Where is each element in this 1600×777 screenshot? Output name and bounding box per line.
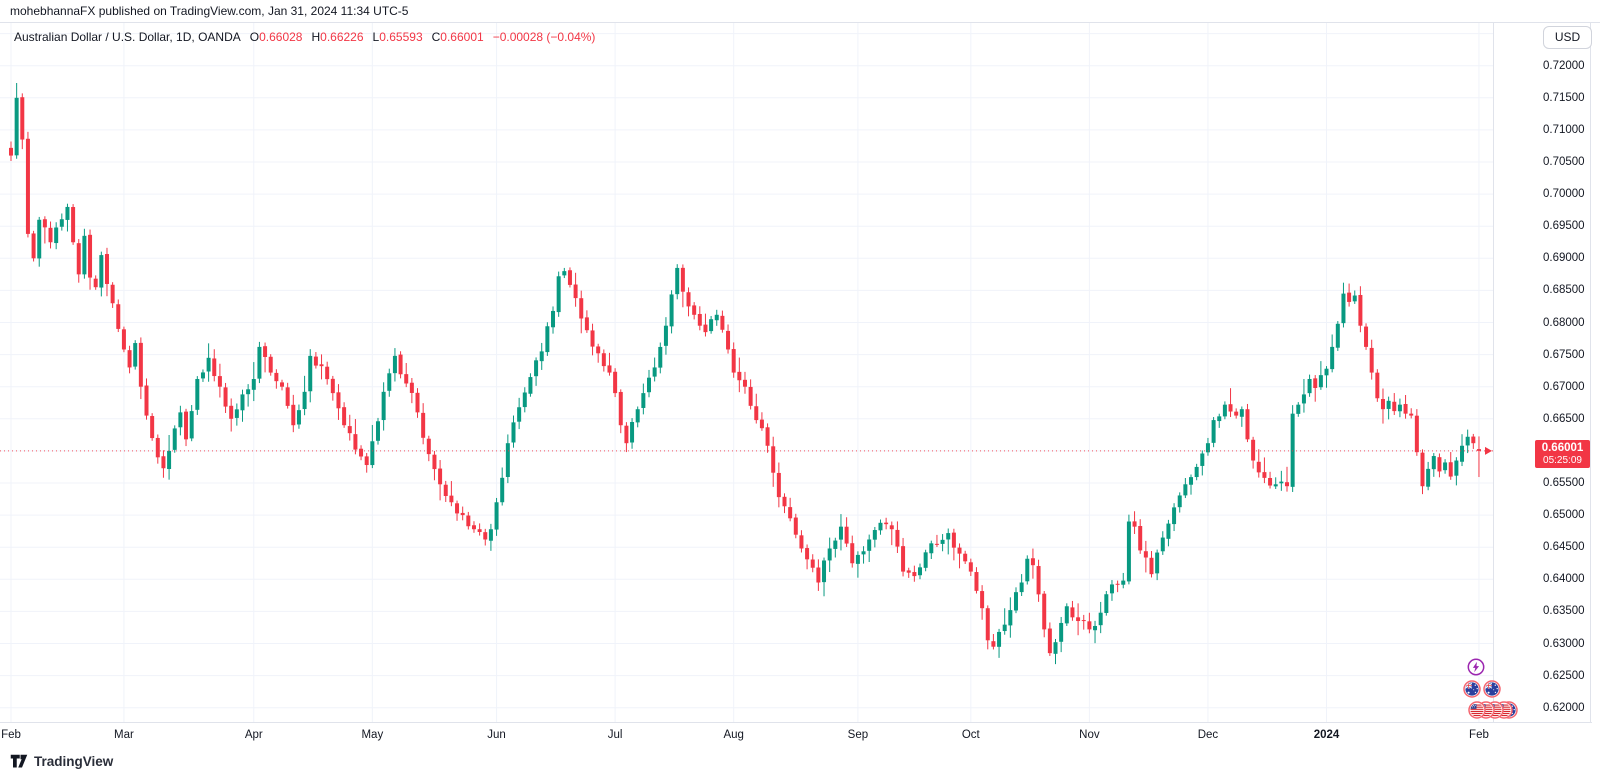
candles-series (9, 83, 1481, 665)
y-axis-label: 0.68000 (1543, 316, 1585, 329)
y-axis-label: 0.71500 (1543, 91, 1585, 104)
x-axis-label: Nov (1079, 729, 1100, 741)
x-axis-label: Jul (607, 729, 623, 741)
currency-button[interactable]: USD (1543, 26, 1592, 49)
tradingview-logo-icon (10, 754, 28, 767)
symbol-legend: Australian Dollar / U.S. Dollar, 1D, OAN… (14, 30, 595, 44)
y-axis-label: 0.65500 (1543, 477, 1585, 489)
chart-widget: Australian Dollar / U.S. Dollar, 1D, OAN… (0, 23, 1600, 777)
x-axis-label: Mar (114, 729, 134, 741)
attribution-bar: mohebhannaFX published on TradingView.co… (0, 0, 1600, 23)
y-axis-label: 0.71000 (1543, 123, 1585, 136)
us-flag-event-icon[interactable] (1468, 701, 1486, 719)
x-axis-label: 2024 (1313, 729, 1340, 741)
grid-lines (0, 23, 1493, 722)
current-price-value: 0.66001 (1541, 441, 1584, 454)
y-axis-label: 0.62000 (1543, 701, 1585, 714)
x-axis-label: May (361, 729, 384, 741)
y-axis-label: 0.65000 (1543, 509, 1585, 522)
y-axis-label: 0.63000 (1543, 637, 1585, 650)
bar-countdown: 05:25:09 (1543, 454, 1582, 466)
australia-flag-event-icon[interactable] (1463, 680, 1481, 698)
y-axis-label: 0.68500 (1543, 284, 1585, 297)
y-axis-label: 0.64500 (1543, 541, 1585, 554)
y-axis-label: 0.72000 (1543, 59, 1585, 72)
x-axis-label: Oct (961, 729, 980, 741)
y-axis-label: 0.69000 (1543, 252, 1585, 265)
current-price-badge: 0.66001 05:25:09 (1535, 439, 1590, 468)
tradingview-logo[interactable]: TradingView (10, 750, 113, 772)
y-axis-label: 0.66500 (1543, 412, 1585, 425)
ohlc-open: O0.66028 (249, 30, 303, 44)
event-marker-row[interactable] (1467, 658, 1485, 676)
ohlc-close: C0.66001 (431, 30, 484, 44)
event-marker-row[interactable] (1463, 680, 1501, 698)
y-axis-label: 0.63500 (1543, 605, 1585, 618)
price-line-arrow-icon (1485, 446, 1492, 455)
y-axis-label: 0.64000 (1543, 573, 1585, 586)
ohlc-low: L0.65593 (372, 30, 423, 44)
attribution-text: mohebhannaFX published on TradingView.co… (10, 4, 409, 18)
time-axis[interactable]: Feb Mar Apr May Jun Jul Aug Sep Oct Nov Dec 2024 Feb (0, 722, 1592, 747)
economic-event-lightning-icon[interactable] (1467, 658, 1485, 676)
australia-flag-event-icon[interactable] (1483, 680, 1501, 698)
ohlc-high: H0.66226 (311, 30, 364, 44)
x-axis-label: Apr (244, 729, 263, 741)
y-axis-label: 0.67000 (1543, 380, 1585, 393)
x-axis-label: Dec (1197, 729, 1219, 741)
price-axis[interactable]: 0.66001 05:25:09 0.72000 0.71500 0.71000 0.… (1493, 23, 1591, 746)
y-axis-label: 0.67500 (1543, 348, 1585, 361)
y-axis-label: 0.70500 (1543, 156, 1585, 168)
x-axis-label: Aug (723, 729, 744, 741)
event-marker-row[interactable] (1468, 701, 1518, 719)
x-axis-label: Jun (487, 729, 506, 741)
y-axis-label: 0.62500 (1543, 669, 1585, 682)
x-axis-label: Sep (847, 729, 869, 741)
price-change: −0.00028 (−0.04%) (492, 30, 596, 44)
x-axis-label: Feb (1469, 729, 1489, 741)
y-axis-label: 0.69500 (1543, 220, 1585, 233)
candlestick-chart[interactable] (0, 23, 1493, 722)
y-axis-label: 0.70000 (1543, 188, 1585, 201)
x-axis-label: Feb (1, 729, 21, 741)
tradingview-logo-text: TradingView (34, 753, 114, 769)
symbol-title[interactable]: Australian Dollar / U.S. Dollar, 1D, OAN… (14, 30, 241, 44)
